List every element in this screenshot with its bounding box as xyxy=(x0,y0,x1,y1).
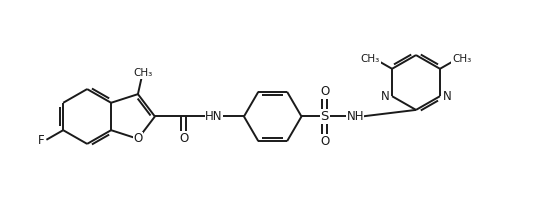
Text: N: N xyxy=(443,90,451,103)
Text: F: F xyxy=(38,134,45,147)
Text: O: O xyxy=(320,85,329,98)
Text: O: O xyxy=(320,135,329,148)
Text: CH₃: CH₃ xyxy=(133,68,153,78)
Text: O: O xyxy=(133,132,142,145)
Text: N: N xyxy=(380,90,389,103)
Text: NH: NH xyxy=(346,110,364,123)
Text: S: S xyxy=(321,110,329,123)
Text: CH₃: CH₃ xyxy=(361,54,380,64)
Text: HN: HN xyxy=(205,110,223,123)
Text: O: O xyxy=(179,132,188,145)
Text: CH₃: CH₃ xyxy=(452,54,471,64)
